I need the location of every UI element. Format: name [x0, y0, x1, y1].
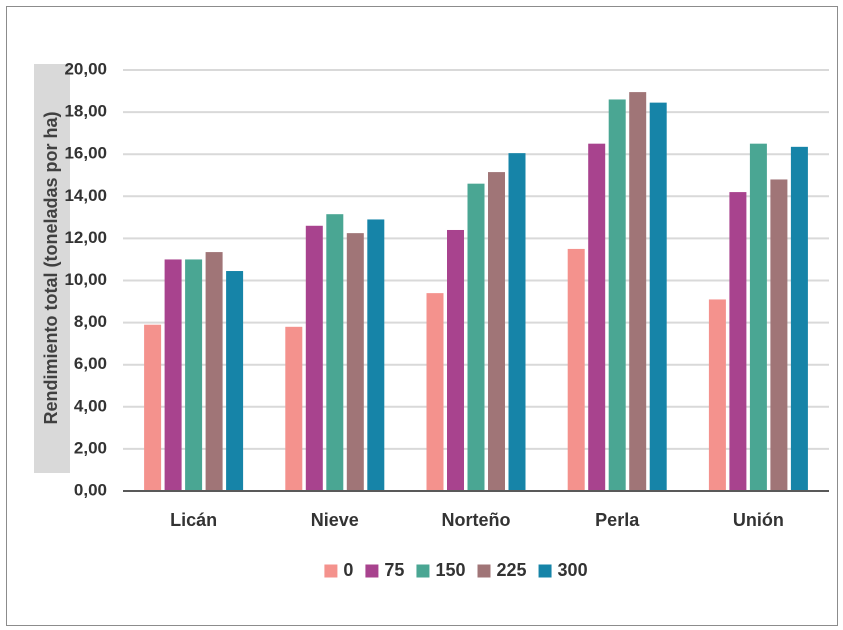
legend-label: 225 — [497, 560, 527, 580]
x-category-label: Perla — [595, 510, 640, 530]
y-axis-label-group: Rendimiento total (toneladas por ha) — [34, 64, 70, 473]
legend-label: 75 — [384, 560, 404, 580]
bar — [567, 248, 585, 491]
y-tick-label: 14,00 — [64, 186, 107, 205]
bar — [708, 299, 726, 491]
bar — [326, 214, 344, 491]
bar-chart: Rendimiento total (toneladas por ha) 0,0… — [34, 59, 829, 580]
y-tick-label: 4,00 — [74, 396, 107, 415]
bar — [770, 179, 788, 491]
bar — [185, 259, 203, 491]
legend-label: 0 — [343, 560, 353, 580]
bar — [649, 102, 667, 491]
legend-swatch — [365, 564, 379, 578]
y-tick-label: 2,00 — [74, 438, 107, 457]
x-category-label: Unión — [733, 510, 784, 530]
bar — [588, 143, 606, 492]
bar — [367, 219, 385, 491]
bar — [285, 326, 303, 491]
legend-swatch — [416, 564, 430, 578]
chart-frame: Rendimiento total (toneladas por ha) 0,0… — [6, 6, 838, 626]
y-tick-label: 20,00 — [64, 59, 107, 78]
y-tick-label: 0,00 — [74, 480, 107, 499]
bar — [467, 183, 485, 492]
bar — [346, 233, 364, 491]
legend-swatch — [324, 564, 338, 578]
x-category-label: Licán — [170, 510, 217, 530]
bar — [226, 271, 244, 491]
bar — [729, 192, 747, 491]
y-tick-label: 18,00 — [64, 102, 107, 121]
bar — [305, 225, 323, 491]
x-category-label: Norteño — [442, 510, 511, 530]
bar — [749, 143, 767, 492]
y-axis-ticks: 0,00 2,00 4,00 6,00 8,00 10,00 12,00 14,00 16,00… — [64, 59, 107, 499]
bar — [164, 259, 182, 491]
y-tick-label: 16,00 — [64, 144, 107, 163]
y-axis-label-background — [34, 64, 70, 473]
y-tick-label: 12,00 — [64, 228, 107, 247]
legend-swatch — [477, 564, 491, 578]
y-tick-label: 8,00 — [74, 312, 107, 331]
bar — [447, 229, 464, 492]
bars — [144, 92, 808, 492]
bar — [426, 293, 444, 491]
bar — [508, 153, 526, 491]
x-axis-categories: Licán Nieve Norteño Perla Unión — [170, 510, 784, 530]
legend-swatch — [538, 564, 552, 578]
legend-label: 300 — [558, 560, 588, 580]
bar — [144, 324, 162, 491]
y-axis-label: Rendimiento total (toneladas por ha) — [41, 111, 61, 424]
bar — [790, 146, 808, 491]
x-category-label: Nieve — [311, 510, 359, 530]
y-tick-label: 6,00 — [74, 354, 107, 373]
legend: 0 75 150 225 300 — [324, 560, 588, 580]
y-tick-label: 10,00 — [64, 270, 107, 289]
bar — [608, 99, 626, 491]
legend-label: 150 — [435, 560, 465, 580]
bar — [629, 92, 647, 491]
bar — [205, 252, 223, 491]
bar — [488, 172, 505, 491]
